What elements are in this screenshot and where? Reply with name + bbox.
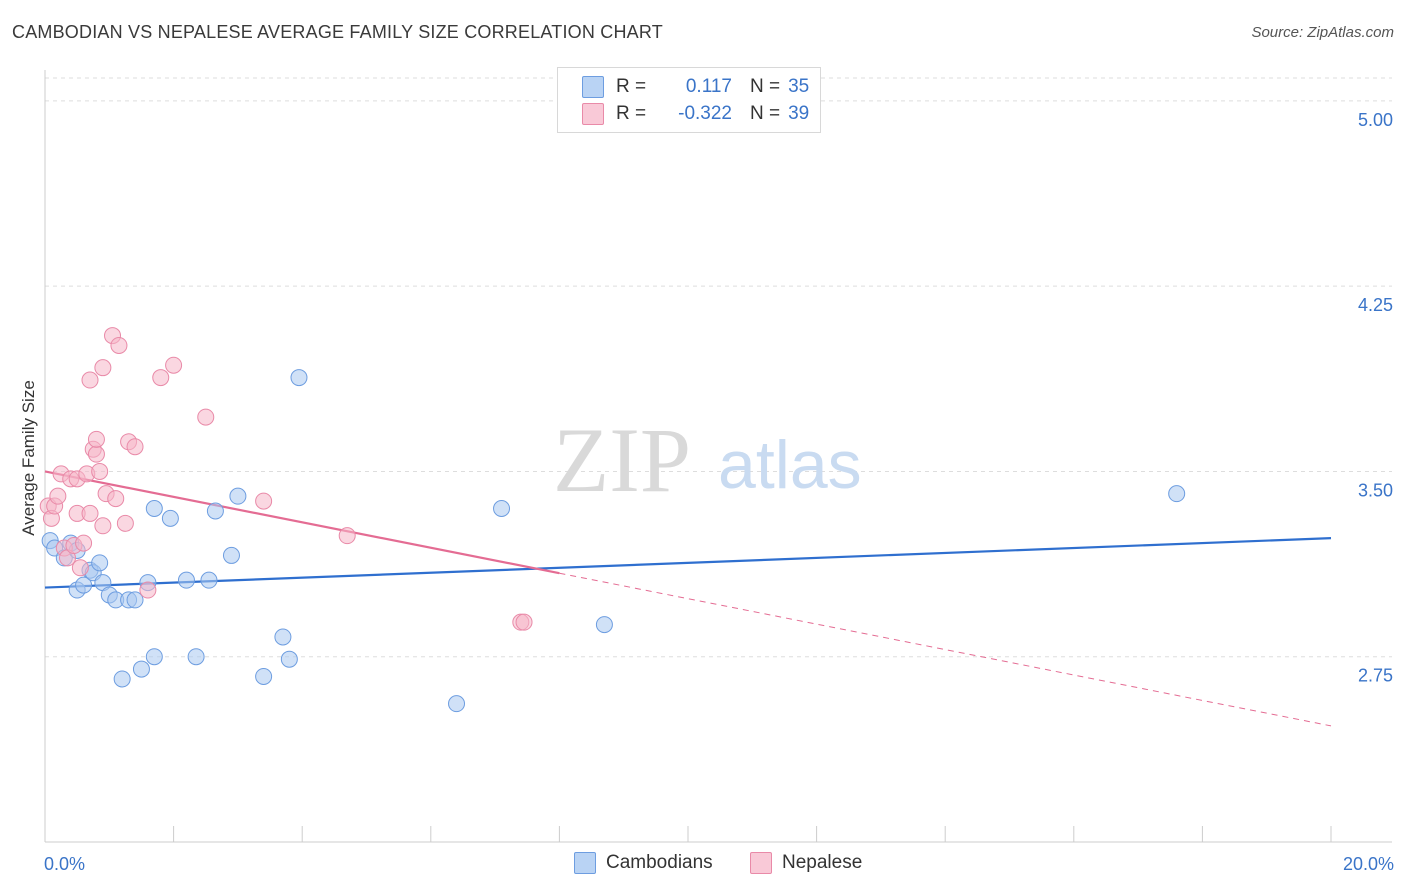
legend-swatch-blue <box>582 76 604 98</box>
legend-swatch-pink <box>750 852 772 874</box>
legend-swatch-blue <box>574 852 596 874</box>
data-point-blue <box>145 648 163 666</box>
trend-line-blue <box>44 537 1332 589</box>
y-tick-label: 2.75 <box>1358 666 1393 686</box>
x-tick-label: 0.0% <box>44 854 85 874</box>
data-point-blue <box>91 554 109 572</box>
data-point-blue <box>229 487 247 505</box>
y-tick-label: 3.50 <box>1358 480 1393 500</box>
data-point-pink <box>107 490 125 508</box>
data-point-pink <box>197 408 215 426</box>
data-point-pink <box>515 613 533 631</box>
data-point-pink <box>75 534 93 552</box>
legend-n-value: 39 <box>788 103 810 124</box>
legend-row-cambodians: R = 0.117 N = 35 <box>582 73 809 101</box>
watermark: ZIP atlas <box>553 409 862 511</box>
series-legend: Cambodians Nepalese <box>0 852 1406 878</box>
data-points <box>39 327 1186 713</box>
data-point-blue <box>493 499 511 517</box>
data-point-blue <box>290 369 308 387</box>
legend-n-label: N = <box>750 103 781 124</box>
data-point-pink <box>116 514 134 532</box>
data-point-pink <box>87 430 105 448</box>
source-label: Source: ZipAtlas.com <box>1251 24 1394 41</box>
data-point-blue <box>255 667 273 685</box>
x-tick-label: 20.0% <box>1343 854 1394 874</box>
legend-item-cambodians[interactable]: Cambodians <box>574 852 713 874</box>
watermark-zip: ZIP <box>553 409 691 511</box>
legend-n-value: 35 <box>788 76 810 97</box>
data-point-blue <box>75 576 93 594</box>
legend-swatch-pink <box>582 103 604 125</box>
data-point-blue <box>1168 485 1186 503</box>
y-tick-label: 4.25 <box>1358 295 1393 315</box>
data-point-blue <box>448 695 466 713</box>
legend-row-nepalese: R = -0.322 N = 39 <box>582 100 809 128</box>
data-point-pink <box>139 581 157 599</box>
trend-line-pink-extension <box>559 572 1332 727</box>
data-point-blue <box>595 616 613 634</box>
legend-r-value: 0.117 <box>685 76 732 97</box>
trend-line-pink <box>44 470 560 575</box>
legend-r-label: R = <box>616 76 647 97</box>
stats-legend: R = 0.117 N = 35 R = -0.322 N = 39 <box>557 67 821 133</box>
data-point-pink <box>165 356 183 374</box>
data-point-pink <box>152 369 170 387</box>
data-point-pink <box>49 487 67 505</box>
data-point-blue <box>126 591 144 609</box>
data-point-blue <box>113 670 131 688</box>
data-point-blue <box>206 502 224 520</box>
data-point-blue <box>274 628 292 646</box>
data-point-blue <box>200 571 218 589</box>
data-point-pink <box>94 359 112 377</box>
data-point-blue <box>145 499 163 517</box>
data-point-pink <box>71 559 89 577</box>
data-point-blue <box>222 546 240 564</box>
data-point-pink <box>91 462 109 480</box>
grid-lines <box>45 77 1392 658</box>
data-point-blue <box>132 660 150 678</box>
y-axis-label: Average Family Size <box>19 380 38 536</box>
data-point-blue <box>280 650 298 668</box>
data-point-pink <box>87 445 105 463</box>
watermark-atlas: atlas <box>718 427 862 503</box>
data-point-pink <box>126 438 144 456</box>
data-point-blue <box>161 509 179 527</box>
legend-item-nepalese[interactable]: Nepalese <box>750 852 862 874</box>
tick-labels: 5.00 4.25 3.50 2.75 0.0% 20.0% <box>44 110 1394 874</box>
legend-label-nepalese: Nepalese <box>782 852 863 873</box>
trend-lines <box>44 470 1332 727</box>
data-point-blue <box>177 571 195 589</box>
legend-r-value: -0.322 <box>678 103 732 124</box>
axes <box>44 70 1392 843</box>
data-point-pink <box>110 336 128 354</box>
data-point-pink <box>81 504 99 522</box>
chart-title: CAMBODIAN VS NEPALESE AVERAGE FAMILY SIZ… <box>12 22 663 42</box>
data-point-pink <box>255 492 273 510</box>
data-point-pink <box>94 517 112 535</box>
data-point-pink <box>338 527 356 545</box>
data-point-pink <box>81 371 99 389</box>
legend-r-label: R = <box>616 103 647 124</box>
y-tick-label: 5.00 <box>1358 110 1393 130</box>
data-point-blue <box>187 648 205 666</box>
legend-n-label: N = <box>750 76 781 97</box>
legend-label-cambodians: Cambodians <box>606 852 713 873</box>
